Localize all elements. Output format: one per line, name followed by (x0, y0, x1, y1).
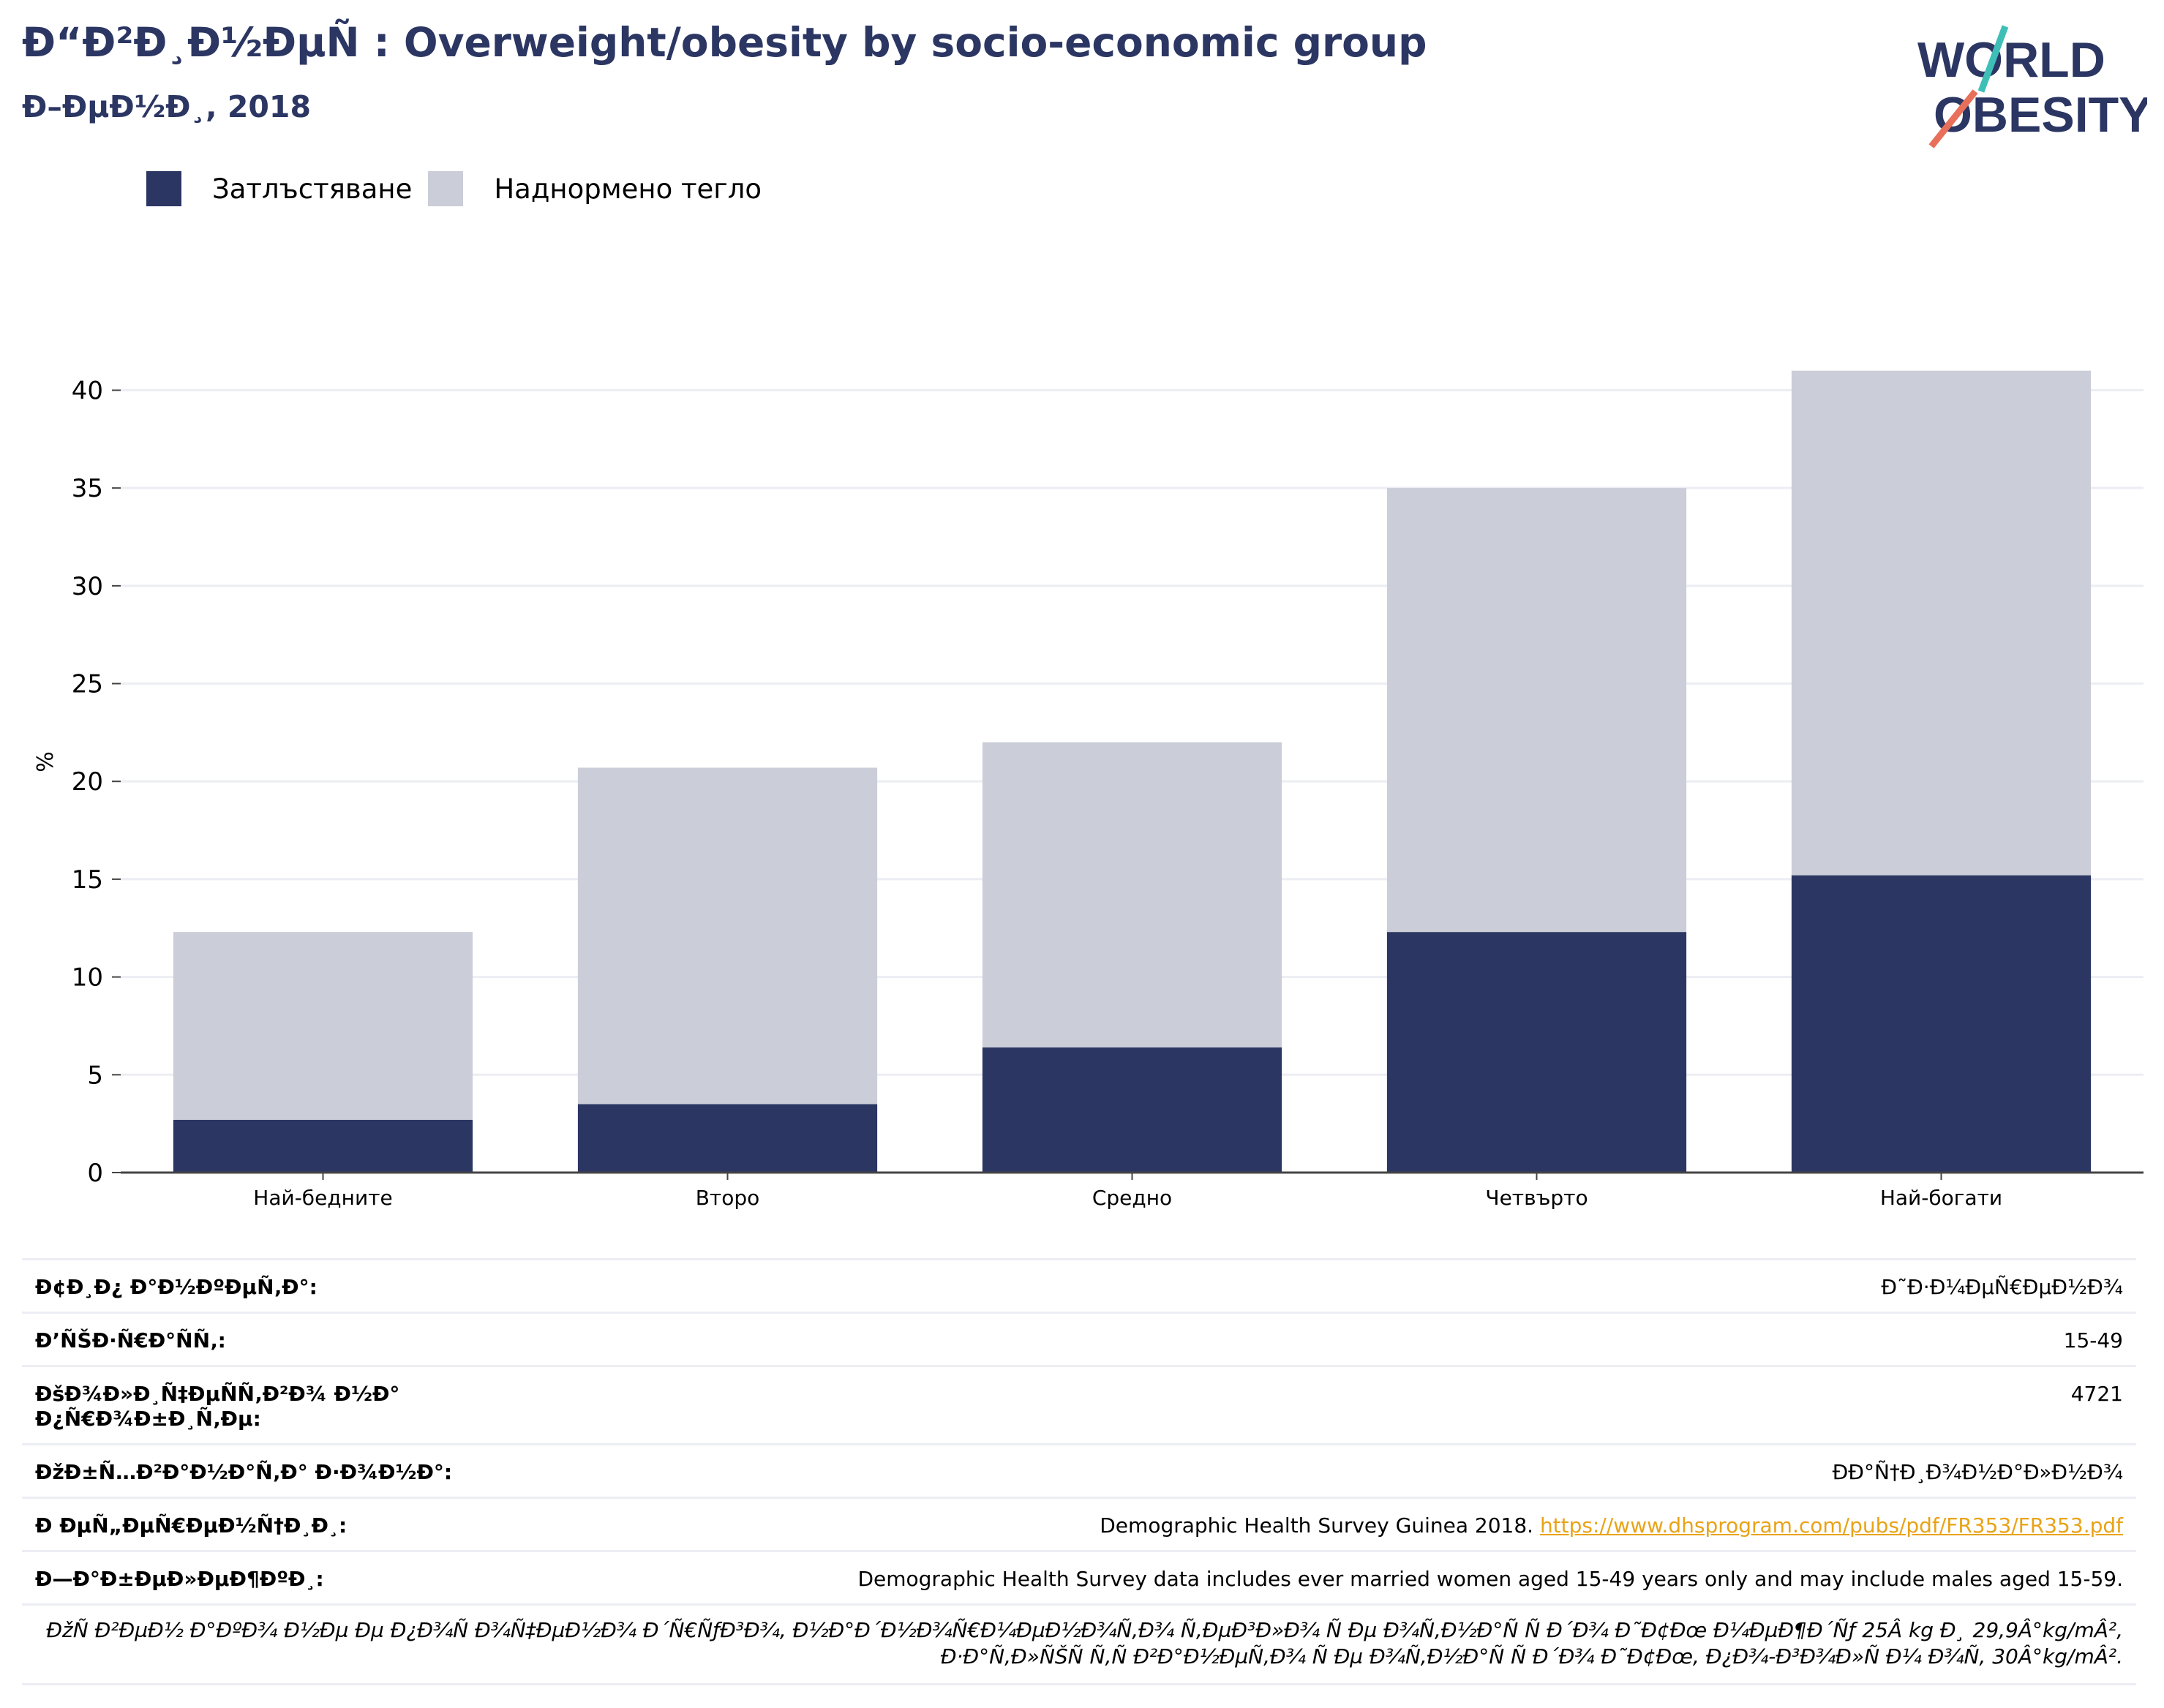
info-value: Demographic Health Survey data includes … (857, 1567, 2123, 1591)
chart-subtitle: Ð–ÐµÐ½Ð¸, 2018 (22, 89, 311, 124)
info-key: Ð¢Ð¸Ð¿ Ð°Ð½ÐºÐµÑ‚Ð°: (35, 1275, 318, 1299)
reference-text: Demographic Health Survey Guinea 2018. (1100, 1513, 1540, 1538)
info-value: ÐÐ°Ñ†Ð¸Ð¾Ð½Ð°Ð»Ð½Ð¾ (1832, 1460, 2123, 1484)
bar-overweight (577, 767, 878, 1105)
y-tick-label: 15 (72, 865, 103, 895)
y-tick-label: 25 (72, 670, 103, 699)
x-category-label: Четвърто (1485, 1186, 1588, 1210)
info-value: Ð˜Ð·Ð¼ÐµÑ€ÐµÐ½Ð¾ (1881, 1275, 2123, 1299)
legend-swatch-obesity (146, 171, 181, 206)
info-key: Ð ÐµÑ„ÐµÑ€ÐµÐ½Ñ†Ð¸Ð¸: (35, 1513, 347, 1538)
bars (173, 370, 2092, 1173)
info-row-references: Ð ÐµÑ„ÐµÑ€ÐµÐ½Ñ†Ð¸Ð¸: Demographic Health… (22, 1497, 2136, 1550)
y-tick-label: 5 (87, 1061, 103, 1090)
bar-overweight (1386, 488, 1687, 933)
bar-overweight (982, 742, 1282, 1047)
info-value: 15-49 (2063, 1328, 2123, 1353)
info-row-age: Ð’ÑŠÐ·Ñ€Ð°ÑÑ‚: 15-49 (22, 1312, 2136, 1365)
y-tick-label: 30 (72, 572, 103, 601)
info-row-notes: Ð—Ð°Ð±ÐµÐ»ÐµÐ¶ÐºÐ¸: Demographic Health S… (22, 1550, 2136, 1603)
x-category-label: Най-бедните (253, 1186, 392, 1210)
info-key: ÐšÐ¾Ð»Ð¸Ñ‡ÐµÑÑ‚Ð²Ð¾ Ð½Ð° Ð¿Ñ€Ð¾Ð±Ð¸Ñ‚Ðµ: (35, 1382, 400, 1431)
chart-title: Ð“Ð²Ð¸Ð½ÐµÑ : Overweight/obesity by soci… (22, 19, 1427, 66)
info-value: Demographic Health Survey Guinea 2018. h… (1100, 1513, 2123, 1538)
info-row-sample-size: ÐšÐ¾Ð»Ð¸Ñ‡ÐµÑÑ‚Ð²Ð¾ Ð½Ð° Ð¿Ñ€Ð¾Ð±Ð¸Ñ‚Ðµ:… (22, 1365, 2136, 1443)
x-category-label: Най-богати (1880, 1186, 2002, 1210)
bar-overweight (173, 932, 473, 1120)
x-category-label: Второ (696, 1186, 760, 1210)
y-tick-label: 20 (72, 767, 103, 797)
bar-obesity (173, 1119, 473, 1173)
axes: 0 5 10 15 20 25 30 35 40 Най-бедните Второ Средно Че… (72, 376, 2144, 1210)
info-key: ÐžÐ±Ñ…Ð²Ð°Ð½Ð°Ñ‚Ð° Ð·Ð¾Ð½Ð°: (35, 1460, 453, 1484)
bar-overweight (1791, 370, 2092, 876)
y-tick-label: 40 (72, 376, 103, 405)
stacked-bar-chart: 0 5 10 15 20 25 30 35 40 Най-бедните Второ Средно Че… (33, 370, 2144, 1210)
legend-label-overweight: Наднормено тегло (494, 173, 762, 205)
info-key: Ð—Ð°Ð±ÐµÐ»ÐµÐ¶ÐºÐ¸: (35, 1567, 324, 1591)
logo-coral-slash (1928, 89, 1978, 148)
definition-note: ÐžÑ Ð²ÐµÐ½ Ð°ÐºÐ¾ Ð½Ðµ Ðµ Ð¿Ð¾Ñ Ð¾Ñ‡ÐµÐ½… (22, 1603, 2136, 1685)
bar-obesity (1386, 932, 1687, 1173)
bar-obesity (982, 1047, 1282, 1173)
y-axis-label: % (33, 751, 59, 772)
info-table: Ð¢Ð¸Ð¿ Ð°Ð½ÐºÐµÑ‚Ð°: Ð˜Ð·Ð¼ÐµÑ€ÐµÐ½Ð¾ Ð’… (22, 1258, 2136, 1685)
info-row-survey-type: Ð¢Ð¸Ð¿ Ð°Ð½ÐºÐµÑ‚Ð°: Ð˜Ð·Ð¼ÐµÑ€ÐµÐ½Ð¾ (22, 1258, 2136, 1312)
world-obesity-logo: WORLD OBESITY (1917, 25, 2147, 148)
bar-obesity (1791, 875, 2092, 1173)
logo-line1: WORLD (1917, 32, 2105, 88)
x-category-label: Средно (1092, 1186, 1172, 1210)
info-row-coverage: ÐžÐ±Ñ…Ð²Ð°Ð½Ð°Ñ‚Ð° Ð·Ð¾Ð½Ð°: ÐÐ°Ñ†Ð¸Ð¾Ð½… (22, 1443, 2136, 1497)
y-tick-label: 35 (72, 474, 103, 503)
info-value: 4721 (2070, 1382, 2123, 1406)
reference-link[interactable]: https://www.dhsprogram.com/pubs/pdf/FR35… (1539, 1513, 2123, 1538)
chart-legend: Затлъстяване Наднормено тегло (146, 168, 778, 209)
legend-swatch-overweight (428, 171, 464, 206)
y-tick-label: 0 (87, 1159, 103, 1188)
logo-teal-slash (1977, 25, 2009, 93)
bar-obesity (577, 1104, 878, 1173)
legend-label-obesity: Затлъстяване (212, 173, 413, 205)
y-tick-label: 10 (72, 963, 103, 993)
info-key: Ð’ÑŠÐ·Ñ€Ð°ÑÑ‚: (35, 1328, 226, 1353)
